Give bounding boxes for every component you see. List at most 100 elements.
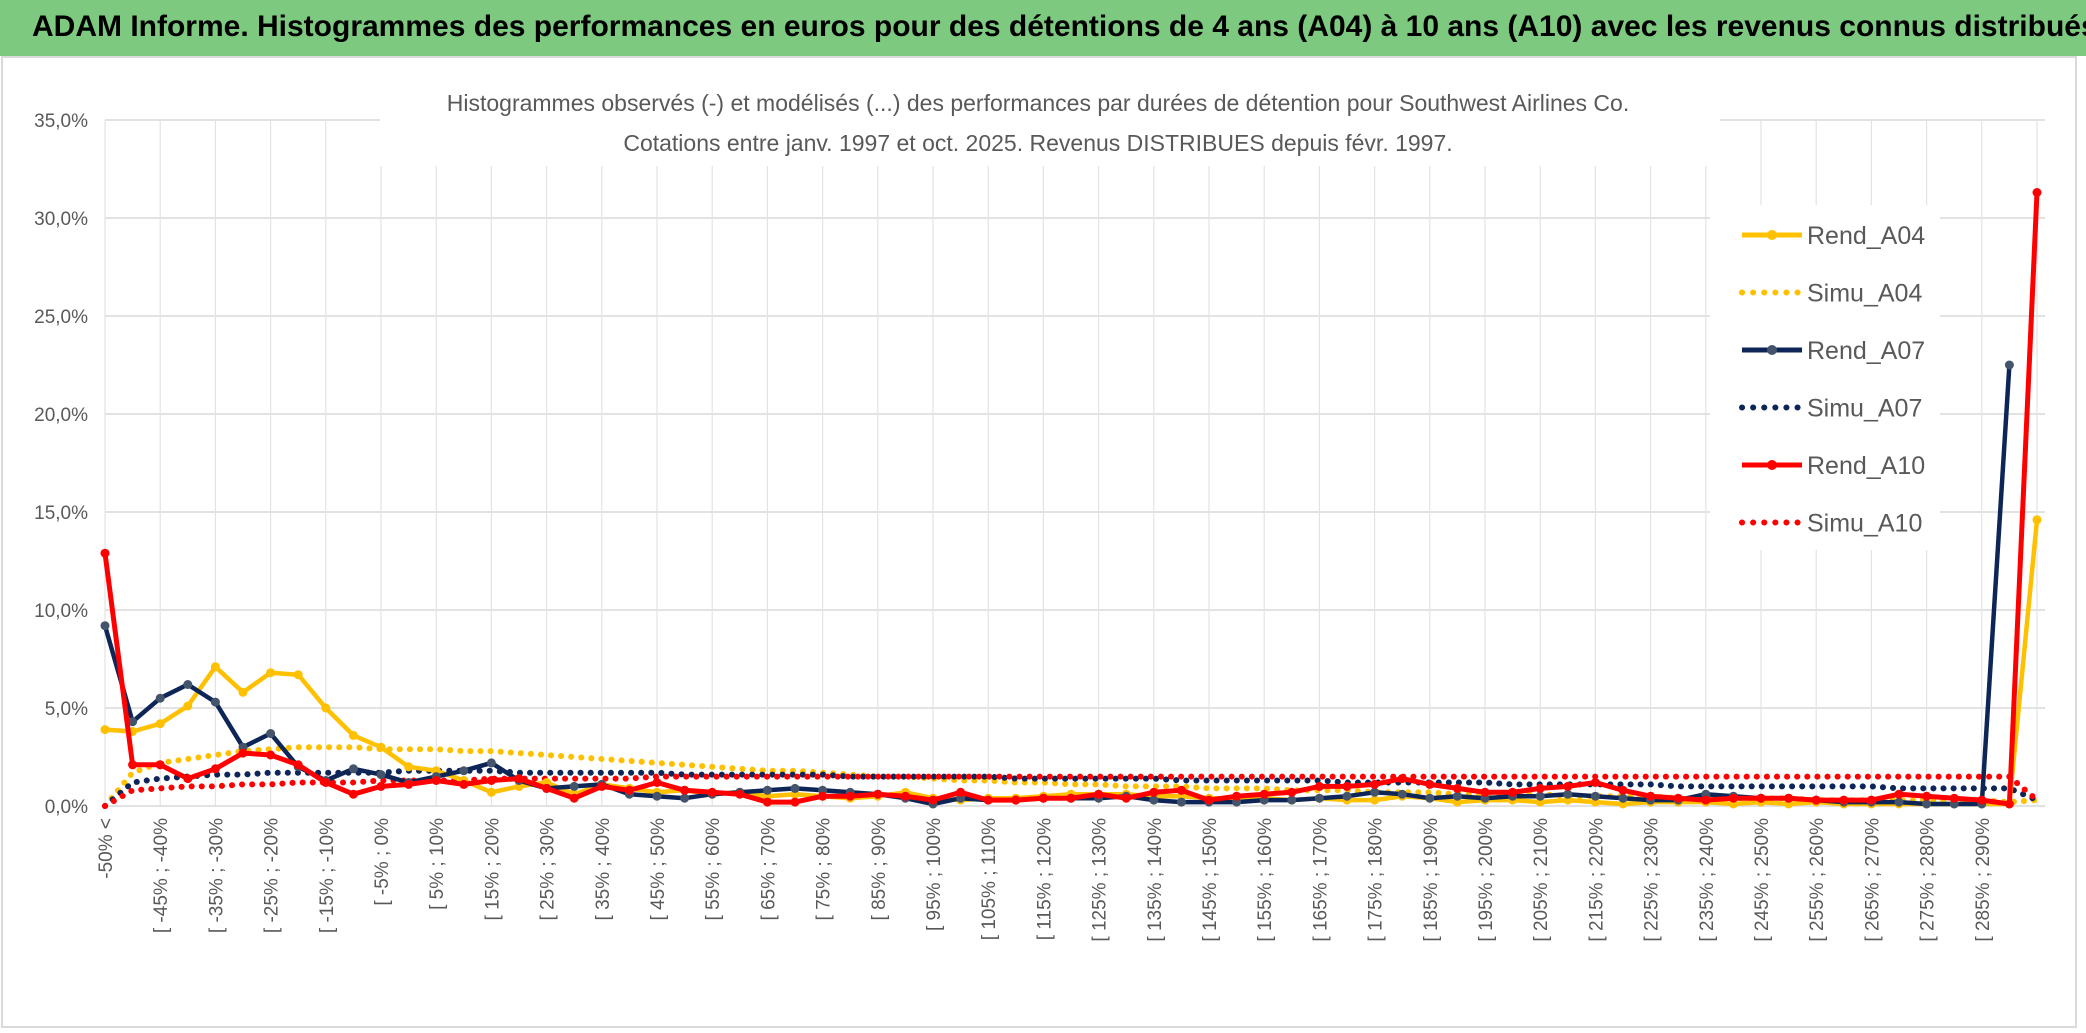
- point-Rend_A10: [1701, 795, 1711, 805]
- point-Rend_A10: [1756, 793, 1766, 803]
- point-Rend_A04: [404, 762, 414, 772]
- point-Rend_A10: [1094, 789, 1104, 799]
- point-Rend_A04: [238, 687, 248, 697]
- y-tick-label: 30,0%: [34, 209, 88, 230]
- point-Rend_A10: [1397, 774, 1407, 784]
- point-Rend_A10: [183, 774, 193, 784]
- x-tick-label: [ 135% ; 140%: [1145, 818, 1166, 942]
- point-Rend_A10: [900, 791, 910, 801]
- point-Rend_A10: [1535, 783, 1545, 793]
- series-Simu_A10: [102, 773, 2040, 809]
- legend-label-Simu_A04: Simu_A04: [1807, 280, 1922, 308]
- point-Rend_A07: [1314, 793, 1324, 803]
- x-tick-label: [ 275% ; 280%: [1918, 818, 1939, 942]
- x-tick-label: [ 175% ; 180%: [1366, 818, 1387, 942]
- point-Rend_A10: [2032, 188, 2042, 197]
- point-Rend_A07: [1452, 791, 1462, 801]
- chart-title-line1: Histogrammes observés (-) et modélisés (…: [447, 90, 1629, 116]
- x-tick-label: [ 55% ; 60%: [703, 818, 724, 921]
- point-Rend_A10: [1038, 793, 1048, 803]
- x-tick-label: [ 25% ; 30%: [538, 818, 559, 921]
- legend: Rend_A04 Simu_A04 Rend_A07 Simu_A07 Rend_A10…: [1739, 222, 1925, 538]
- x-tick-label: [ -15% ; -10%: [317, 818, 338, 933]
- x-tick-label: [ 145% ; 150%: [1200, 818, 1221, 942]
- point-Rend_A10: [873, 789, 883, 799]
- point-Rend_A10: [1894, 789, 1904, 799]
- x-tick-label: [ 95% ; 100%: [924, 818, 945, 931]
- legend-label-Rend_A10: Rend_A10: [1807, 452, 1925, 480]
- point-Rend_A07: [1342, 791, 1352, 801]
- x-tick-label: [ 255% ; 260%: [1807, 818, 1828, 942]
- point-Rend_A10: [818, 791, 828, 801]
- legend-label-Rend_A07: Rend_A07: [1807, 337, 1925, 365]
- point-Rend_A07: [1535, 791, 1545, 801]
- y-tick-label: 0,0%: [45, 797, 88, 818]
- x-tick-label: [ 185% ; 190%: [1421, 818, 1442, 942]
- point-Rend_A10: [1066, 793, 1076, 803]
- point-Rend_A10: [1839, 795, 1849, 805]
- point-Rend_A07: [266, 729, 276, 738]
- point-Rend_A10: [1563, 781, 1573, 791]
- point-Rend_A10: [2004, 799, 2014, 809]
- point-Rend_A10: [1149, 787, 1159, 797]
- point-Rend_A10: [762, 797, 772, 807]
- series-line-Simu_A10: [102, 773, 2040, 809]
- x-tick-label: [ -5% ; 0%: [372, 818, 393, 906]
- series-Rend_A10: [100, 188, 2042, 809]
- point-Rend_A10: [514, 774, 524, 784]
- point-Rend_A10: [1480, 787, 1490, 797]
- point-Rend_A07: [1618, 793, 1628, 803]
- point-Rend_A10: [1342, 781, 1352, 791]
- x-tick-label: [ 225% ; 230%: [1642, 818, 1663, 942]
- point-Rend_A10: [348, 789, 358, 799]
- point-Rend_A07: [183, 680, 193, 689]
- point-Rend_A10: [707, 787, 717, 797]
- point-Rend_A10: [597, 781, 607, 791]
- x-tick-label: [ 5% ; 10%: [427, 818, 448, 910]
- legend-marker-Rend_A10: [1767, 460, 1777, 470]
- header-banner: ADAM Informe. Histogrammes des performan…: [0, 0, 2086, 56]
- x-tick-label: [ 265% ; 270%: [1862, 818, 1883, 942]
- x-tick-label: [ -35% ; -30%: [206, 818, 227, 933]
- point-Rend_A10: [652, 778, 662, 787]
- point-Rend_A04: [486, 787, 496, 797]
- point-Rend_A10: [1811, 795, 1821, 805]
- point-Rend_A10: [1232, 791, 1242, 801]
- x-tick-label: [ 115% ; 120%: [1034, 818, 1055, 940]
- y-tick-label: 20,0%: [34, 405, 88, 426]
- point-Rend_A07: [652, 791, 662, 801]
- legend-label-Simu_A10: Simu_A10: [1807, 510, 1922, 538]
- point-Rend_A10: [1287, 787, 1297, 797]
- point-Rend_A07: [1425, 793, 1435, 803]
- point-Rend_A10: [431, 776, 441, 785]
- point-Rend_A07: [210, 697, 220, 707]
- x-tick-label: -50% <: [96, 818, 117, 879]
- x-tick-label: [ -25% ; -20%: [262, 818, 283, 933]
- point-Rend_A10: [210, 764, 220, 774]
- x-tick-label: [ 215% ; 220%: [1586, 818, 1607, 942]
- point-Rend_A10: [735, 789, 745, 799]
- point-Rend_A10: [1866, 795, 1876, 805]
- point-Rend_A07: [1287, 795, 1297, 805]
- point-Rend_A10: [1977, 795, 1987, 805]
- point-Rend_A10: [1204, 795, 1214, 805]
- point-Rend_A10: [128, 760, 138, 770]
- point-Rend_A04: [266, 668, 276, 678]
- point-Rend_A10: [1646, 791, 1656, 801]
- point-Rend_A07: [1176, 797, 1186, 807]
- point-Rend_A10: [1176, 785, 1186, 795]
- point-Rend_A10: [1425, 779, 1435, 789]
- y-tick-label: 15,0%: [34, 503, 88, 524]
- point-Rend_A07: [1397, 789, 1407, 799]
- point-Rend_A10: [1728, 793, 1738, 803]
- point-Rend_A04: [100, 725, 110, 735]
- point-Rend_A04: [155, 719, 165, 729]
- x-tick-label: [ 205% ; 210%: [1531, 818, 1552, 942]
- x-tick-label: [ 285% ; 290%: [1973, 818, 1994, 942]
- point-Rend_A07: [155, 693, 165, 703]
- point-Rend_A10: [1259, 789, 1269, 799]
- point-Rend_A10: [238, 748, 248, 758]
- point-Rend_A04: [2032, 515, 2042, 525]
- chart-title-line2: Cotations entre janv. 1997 et oct. 2025.…: [623, 130, 1452, 156]
- point-Rend_A04: [293, 670, 303, 680]
